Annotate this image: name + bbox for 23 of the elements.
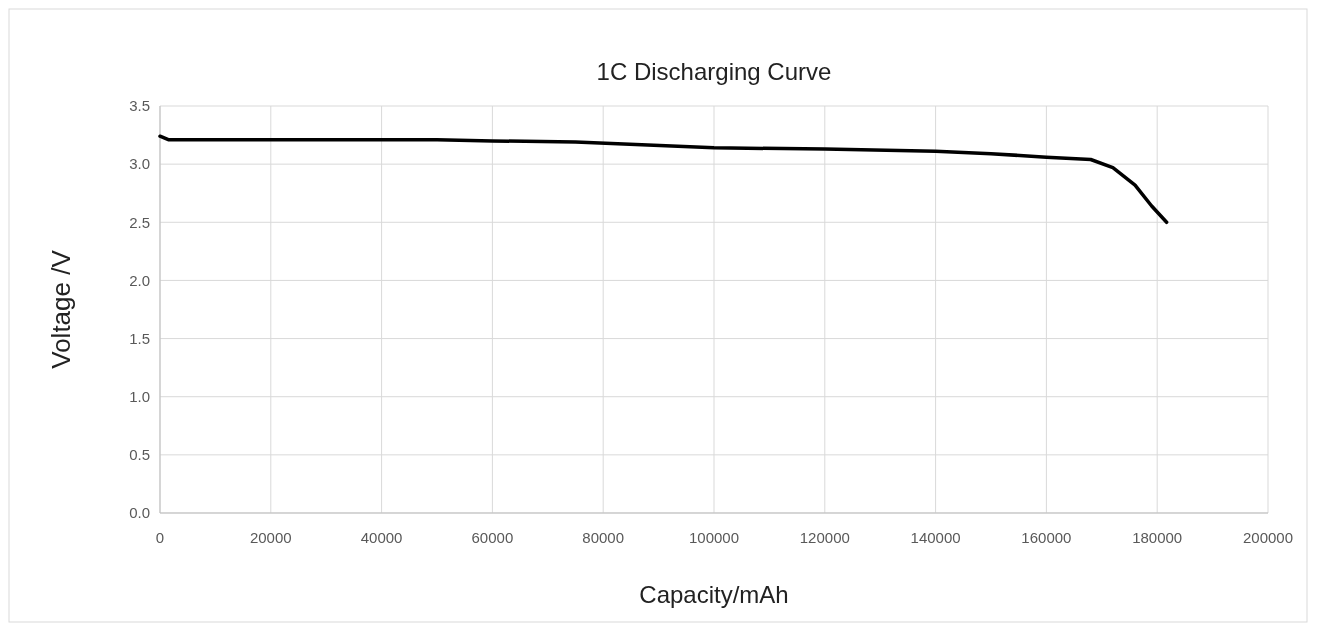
y-tick-label: 3.0 [129,155,150,173]
line-series [158,134,1169,225]
x-tick-label: 180000 [1132,529,1183,546]
y-tick-label: 2.0 [129,271,150,289]
y-tick-label: 2.5 [129,213,150,231]
x-tick-label: 80000 [582,529,625,546]
x-tick-label: 100000 [688,529,740,546]
x-tick-label: 120000 [799,529,850,546]
y-tick-label: 0.0 [129,504,150,522]
x-tick-label: 40000 [360,529,403,546]
x-tick-label: 20000 [249,529,292,546]
y-axis-title: Voltage /V [46,249,76,369]
y-tick-label: 1.0 [129,387,150,405]
x-tick-label: 160000 [1021,529,1072,546]
x-tick-label: 0 [155,529,165,546]
y-tick-label: 0.5 [129,446,150,464]
x-axis-title: Capacity/mAh [639,581,789,608]
y-tick-label: 3.5 [129,97,150,115]
x-tick-label: 200000 [1242,529,1294,546]
chart-title: 1C Discharging Curve [596,58,832,85]
y-tick-label: 1.5 [129,329,150,347]
x-tick-label: 60000 [471,529,514,546]
x-tick-label: 140000 [910,529,961,546]
